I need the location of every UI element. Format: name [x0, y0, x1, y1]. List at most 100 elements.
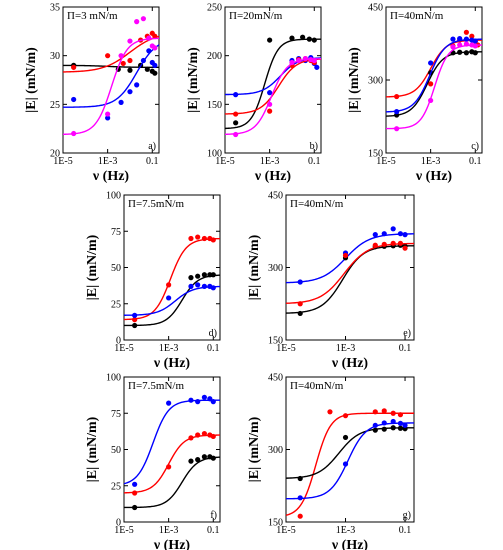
data-point	[342, 461, 349, 467]
data-point	[195, 273, 201, 279]
data-point	[233, 131, 239, 138]
y-tick-label: 0	[116, 518, 121, 529]
data-point	[134, 82, 140, 88]
fit-curve	[63, 64, 159, 69]
data-point	[188, 235, 194, 242]
y-tick-label: 50	[111, 445, 121, 456]
x-tick-label: 0.1	[469, 156, 482, 167]
y-axis-label: |E| (mN/m)	[24, 47, 39, 113]
panel-letter: e)	[403, 328, 411, 339]
fit-curve	[285, 242, 415, 304]
panel-letter: d)	[209, 328, 217, 339]
panel-f: 1E-5 1E-3 0.1 0 25 50 75 100 ν (Hz) |E| (mN/m) Π=7…	[85, 373, 221, 550]
data-point	[390, 240, 396, 246]
data-point	[472, 50, 478, 56]
plot-frame	[385, 6, 483, 154]
series-1	[285, 425, 414, 482]
data-point	[450, 36, 456, 42]
data-point	[152, 45, 158, 51]
data-point	[390, 410, 396, 416]
x-tick-label: 1E-3	[159, 525, 178, 536]
data-point	[402, 232, 408, 238]
series-2	[62, 44, 160, 121]
data-point	[120, 60, 126, 67]
data-point	[397, 412, 404, 418]
x-tick-label: 1E-3	[336, 525, 355, 536]
panel-b: 1E-5 1E-3 0.1 100 150 200 250 ν (Hz) |E| (mN/m) Π…	[186, 3, 322, 184]
y-tick-label: 75	[111, 409, 121, 420]
data-point	[342, 252, 349, 259]
data-point	[342, 413, 349, 419]
data-point	[166, 282, 172, 288]
data-point	[463, 50, 469, 56]
panel-d: 1E-5 1E-3 0.1 0 25 50 75 100 ν (Hz) |E| (mN/m) Π=7…	[85, 191, 221, 371]
y-tick-label: 50	[111, 263, 121, 274]
data-point	[132, 317, 138, 323]
series-1	[123, 430, 221, 496]
data-point	[201, 235, 207, 242]
data-point	[233, 111, 239, 117]
x-axis-label: ν (Hz)	[331, 356, 369, 371]
y-tick-label: 20	[50, 149, 60, 160]
data-point	[463, 36, 469, 42]
series-2	[124, 454, 221, 511]
panel-g: 1E-5 1E-3 0.1 150 300 450 ν (Hz) |E| (mN/m) Π=40…	[247, 373, 415, 550]
pressure-annotation: Π=7.5mN/m	[128, 198, 184, 210]
data-point	[118, 99, 124, 105]
y-tick-label: 150	[207, 100, 222, 111]
fit-curve	[224, 58, 322, 136]
data-point	[152, 33, 158, 39]
y-axis-label: |E| (mN/m)	[347, 47, 362, 113]
fit-curve	[62, 37, 160, 136]
data-point	[469, 33, 475, 39]
panel-c: 1E-5 1E-3 0.1 150 300 450 ν (Hz) |E| (mN/m) Π=40…	[347, 3, 483, 184]
data-point	[118, 53, 124, 59]
data-point	[397, 420, 404, 426]
data-point	[201, 283, 207, 289]
data-point	[132, 490, 138, 496]
data-point	[210, 433, 216, 440]
data-point	[105, 115, 111, 121]
fit-curve	[285, 245, 415, 314]
x-tick-label: 0.1	[399, 525, 412, 536]
panel-letter: f)	[210, 510, 217, 521]
y-tick-label: 450	[268, 373, 283, 384]
y-tick-label: 25	[111, 299, 121, 310]
data-point	[210, 285, 216, 291]
data-point	[201, 454, 207, 460]
fit-curve	[123, 237, 221, 321]
x-tick-label: 1E-3	[98, 156, 117, 167]
data-point	[195, 457, 201, 463]
data-point	[134, 19, 140, 25]
panel-e: 1E-5 1E-3 0.1 150 300 450 ν (Hz) |E| (mN/m) Π=40…	[247, 191, 415, 371]
data-point	[381, 231, 387, 237]
data-point	[233, 92, 239, 98]
plot-frame	[224, 6, 322, 154]
fit-curve	[124, 456, 221, 509]
data-point	[267, 90, 273, 96]
data-point	[166, 295, 172, 301]
data-point	[71, 64, 77, 70]
y-tick-label: 100	[207, 149, 222, 160]
plot-frame	[285, 376, 415, 523]
data-point	[289, 35, 295, 41]
data-point	[381, 420, 387, 426]
data-point	[372, 409, 378, 415]
plot-frame	[62, 6, 160, 154]
data-point	[105, 53, 111, 59]
data-point	[210, 399, 216, 405]
x-tick-label: 1E-3	[260, 156, 279, 167]
series-0	[285, 408, 414, 519]
data-point	[195, 399, 201, 405]
data-point	[188, 458, 194, 464]
panel-letter: b)	[310, 141, 318, 152]
y-tick-label: 300	[268, 445, 283, 456]
data-point	[188, 435, 194, 441]
series-2	[285, 418, 415, 501]
data-point	[297, 475, 303, 482]
y-tick-label: 75	[111, 227, 121, 238]
pressure-annotation: Π=40mN/m	[290, 380, 344, 392]
fit-curve	[385, 38, 483, 113]
data-point	[311, 37, 317, 43]
data-point	[127, 67, 133, 73]
